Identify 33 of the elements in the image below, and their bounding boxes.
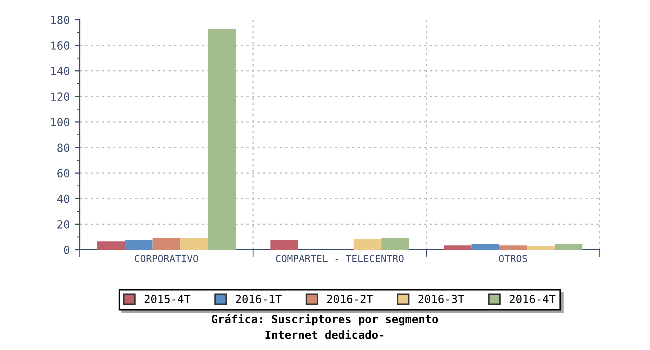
y-tick-label: 140 [52,67,70,76]
bar [444,246,472,250]
bar [554,244,583,250]
bar [382,238,410,250]
y-tick-label: 40 [57,194,70,204]
y-tick-label: 100 [52,118,70,127]
bar [270,240,298,250]
x-tick-label: CORPORATIVO [135,255,198,262]
y-tick-label: 0 [64,246,70,254]
legend-label: 2015-4T [144,295,191,304]
bar [180,238,208,250]
y-tick-label: 160 [52,42,70,50]
text: Gráfica: Suscriptores por segmento [212,314,438,326]
bar [354,239,382,250]
bar [472,244,500,250]
x-tick-label: COMPARTEL - TELECENTRO [276,255,404,262]
legend-label: 2016-1T [236,295,282,304]
bar [499,246,528,250]
text: Internet dedicado- [266,330,384,340]
y-tick-label: 20 [58,220,70,229]
legend-label: 2016-3T [418,295,464,304]
y-tick-label: 180 [52,16,70,24]
bar [125,240,153,250]
y-tick-label: 60 [58,169,70,178]
bar [97,242,126,250]
y-tick-label: 80 [58,144,70,152]
y-tick-label: 120 [52,92,70,102]
legend-label: 2016-4T [510,295,556,304]
bar [152,238,181,250]
legend-label: 2016-2T [327,295,374,304]
bar [527,246,555,250]
x-tick-label: OTROS [499,255,528,262]
bar [208,28,236,250]
